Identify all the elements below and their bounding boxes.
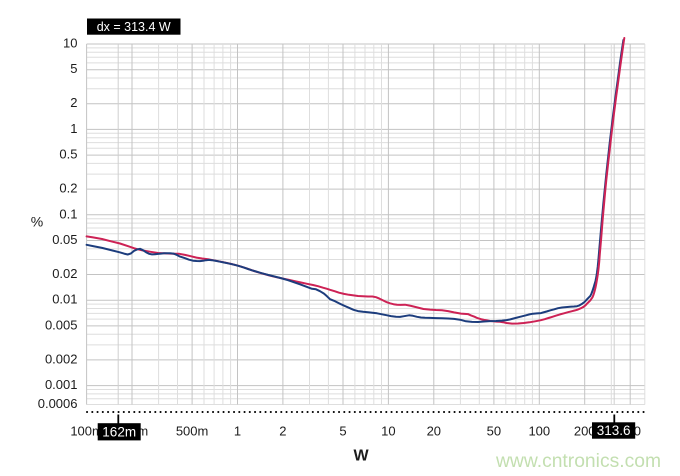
svg-text:1: 1	[234, 424, 241, 439]
svg-text:200: 200	[574, 424, 596, 439]
svg-text:%: %	[31, 214, 43, 230]
svg-text:313.6: 313.6	[597, 423, 631, 438]
svg-text:50: 50	[487, 424, 501, 439]
svg-text:W: W	[353, 448, 369, 465]
svg-text:2: 2	[70, 95, 77, 110]
svg-text:0.0006: 0.0006	[38, 396, 78, 411]
svg-text:10: 10	[381, 424, 395, 439]
svg-text:20: 20	[427, 424, 441, 439]
svg-text:0.05: 0.05	[52, 232, 77, 247]
svg-text:500m: 500m	[176, 424, 209, 439]
svg-text:dx = 313.4 W: dx = 313.4 W	[97, 20, 171, 34]
svg-text:0.5: 0.5	[59, 147, 77, 162]
svg-text:10: 10	[63, 36, 77, 51]
svg-text:0.01: 0.01	[52, 292, 77, 307]
svg-text:5: 5	[339, 424, 346, 439]
svg-text:162m: 162m	[102, 424, 136, 439]
svg-text:5: 5	[70, 61, 77, 76]
svg-text:0.1: 0.1	[59, 206, 77, 221]
svg-text:1: 1	[70, 121, 77, 136]
svg-text:100m: 100m	[70, 424, 103, 439]
svg-text:0.02: 0.02	[52, 266, 77, 281]
svg-text:100: 100	[528, 424, 550, 439]
svg-text:0.2: 0.2	[59, 181, 77, 196]
svg-text:2: 2	[279, 424, 286, 439]
svg-text:www.cntronics.com: www.cntronics.com	[495, 451, 661, 472]
svg-text:0.002: 0.002	[45, 351, 78, 366]
svg-text:0.005: 0.005	[45, 317, 78, 332]
svg-text:0.001: 0.001	[45, 377, 78, 392]
